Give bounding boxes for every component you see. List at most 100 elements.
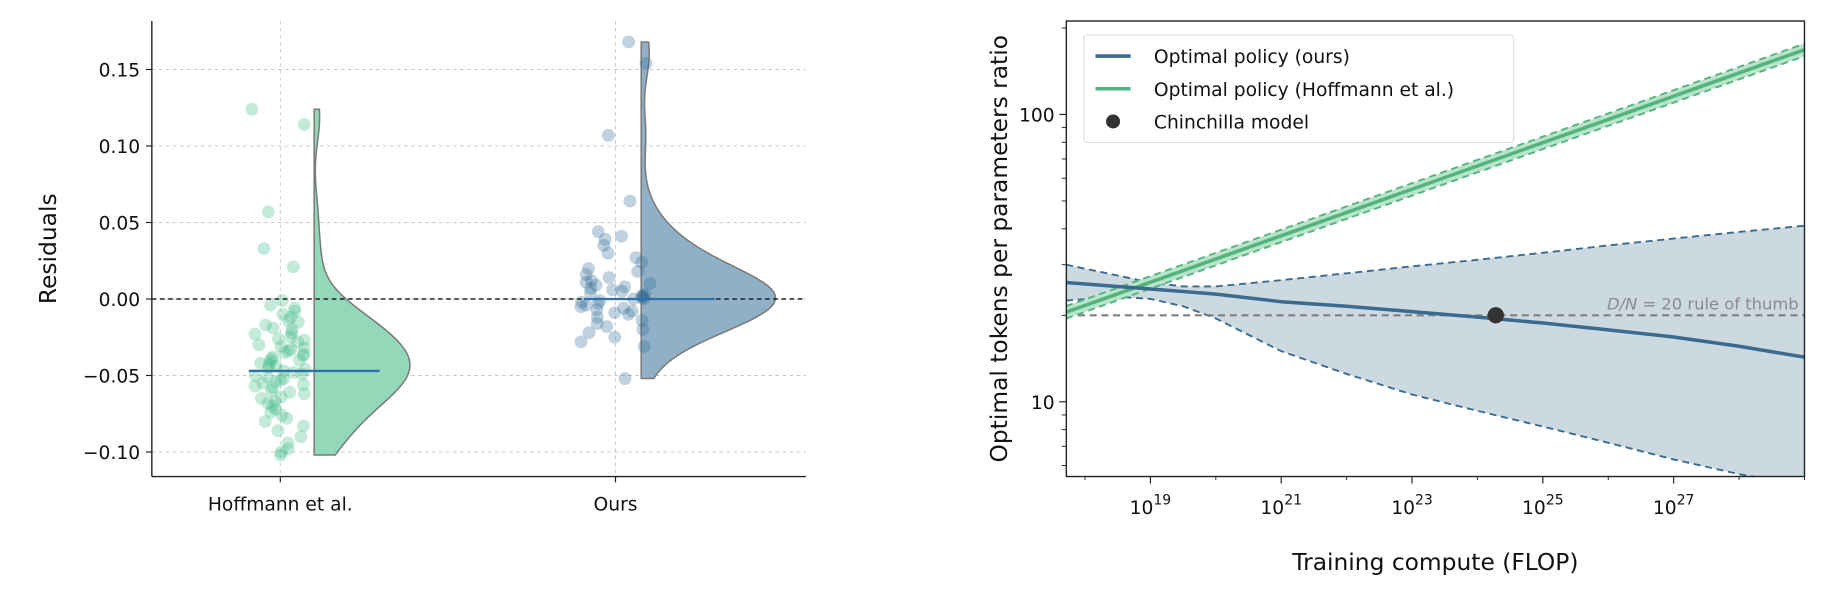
residual-point bbox=[297, 333, 311, 347]
residual-point bbox=[635, 291, 649, 304]
residual-point bbox=[598, 232, 612, 246]
residual-point bbox=[277, 372, 291, 385]
left-y-axis-label: Residuals bbox=[34, 193, 62, 304]
residual-point bbox=[574, 335, 588, 349]
y-tick-label: 0.10 bbox=[99, 137, 141, 158]
residual-point bbox=[601, 246, 615, 260]
hoffmann-policy-line bbox=[1066, 48, 1805, 314]
residual-point bbox=[298, 362, 312, 376]
x-tick-label: Hoffmann et al. bbox=[208, 494, 353, 515]
residual-point bbox=[295, 367, 309, 381]
residual-point bbox=[297, 387, 311, 401]
residual-point bbox=[271, 424, 285, 437]
right-y-axis-label: Optimal tokens per parameters ratio bbox=[985, 35, 1013, 462]
residual-point bbox=[636, 323, 650, 337]
residual-point bbox=[275, 294, 289, 307]
residual-point bbox=[591, 225, 605, 239]
residual-point bbox=[283, 385, 297, 399]
hoffmann-ci-lower-line bbox=[1066, 55, 1805, 320]
x-tick-label: 1021 bbox=[1260, 493, 1302, 519]
residual-point bbox=[579, 268, 593, 281]
residual-point bbox=[590, 317, 604, 330]
residual-point bbox=[266, 381, 280, 395]
residual-point bbox=[618, 280, 632, 294]
residual-point bbox=[278, 346, 292, 359]
residual-point bbox=[262, 358, 276, 372]
residual-point bbox=[264, 355, 278, 369]
residual-point bbox=[591, 297, 605, 311]
residual-point bbox=[286, 366, 300, 379]
residual-point bbox=[635, 255, 649, 269]
legend-chinchilla-label: Chinchilla model bbox=[1154, 112, 1309, 133]
residual-point bbox=[297, 378, 310, 392]
residual-point bbox=[274, 448, 288, 462]
y-tick-label: −0.05 bbox=[83, 367, 140, 388]
residual-point bbox=[615, 284, 629, 298]
ours-ci-upper-line bbox=[1066, 224, 1805, 288]
residual-point bbox=[281, 313, 295, 327]
residual-point bbox=[582, 261, 595, 275]
residual-point bbox=[259, 318, 273, 332]
residual-point bbox=[264, 405, 278, 419]
residuals-violin-chart: −0.10 −0.05 0.00 0.05 0.10 0.15 Hoffmann et a… bbox=[34, 21, 806, 515]
residual-point bbox=[629, 251, 643, 265]
x-tick-label: 1019 bbox=[1130, 493, 1172, 519]
y-tick-label: 0.15 bbox=[99, 61, 141, 82]
left-grid bbox=[151, 21, 806, 477]
residual-point bbox=[266, 399, 280, 413]
residual-point bbox=[248, 327, 262, 341]
left-points bbox=[245, 35, 657, 462]
residual-point bbox=[574, 300, 588, 314]
residual-point bbox=[245, 102, 259, 116]
ours-policy-line bbox=[1066, 280, 1805, 359]
legend-chinchilla-marker bbox=[1106, 114, 1121, 129]
residual-point bbox=[602, 271, 616, 284]
residual-point bbox=[265, 384, 278, 398]
residual-point bbox=[294, 430, 308, 444]
residual-point bbox=[284, 310, 298, 324]
rule-of-thumb-annotation: D/N = 20 rule of thumb bbox=[1607, 294, 1799, 313]
residual-point bbox=[637, 339, 651, 353]
residual-point bbox=[631, 265, 645, 278]
residual-point bbox=[284, 343, 298, 356]
residual-point bbox=[608, 306, 622, 320]
residual-point bbox=[266, 321, 280, 335]
x-tick-label: 1025 bbox=[1522, 493, 1564, 519]
residual-point bbox=[261, 205, 275, 219]
residual-point bbox=[254, 356, 268, 370]
left-violins bbox=[313, 41, 777, 456]
x-tick-label: 1023 bbox=[1391, 493, 1433, 519]
residual-point bbox=[282, 344, 295, 358]
residual-point bbox=[606, 283, 619, 297]
right-frame bbox=[1065, 20, 1806, 478]
residual-point bbox=[589, 278, 603, 292]
y-tick-label: −0.10 bbox=[83, 443, 140, 464]
annotation-italic: D/N bbox=[1607, 294, 1637, 313]
residual-point bbox=[579, 275, 593, 289]
residual-point bbox=[254, 392, 268, 405]
violin-1 bbox=[640, 41, 777, 380]
residual-point bbox=[643, 277, 657, 291]
residual-point bbox=[618, 372, 632, 385]
residual-point bbox=[288, 301, 302, 315]
residual-point bbox=[638, 287, 652, 301]
residual-point bbox=[275, 408, 289, 422]
residual-point bbox=[600, 320, 614, 333]
residual-point bbox=[288, 304, 302, 318]
left-x-ticks: Hoffmann et al. Ours bbox=[208, 476, 637, 515]
residual-point bbox=[622, 35, 636, 49]
right-y-ticks: 10 100 bbox=[1019, 27, 1067, 466]
residual-point bbox=[252, 338, 266, 352]
legend: Optimal policy (ours) Optimal policy (Ho… bbox=[1083, 34, 1515, 144]
residual-point bbox=[281, 442, 295, 456]
legend-ours-label: Optimal policy (ours) bbox=[1154, 47, 1350, 68]
residual-point bbox=[583, 286, 597, 300]
ours-ci-lower-line bbox=[1066, 295, 1758, 477]
residual-point bbox=[257, 242, 271, 255]
residual-point bbox=[608, 330, 622, 344]
residual-point bbox=[615, 229, 628, 243]
y-tick-label: 100 bbox=[1019, 105, 1055, 126]
right-x-axis-label: Training compute (FLOP) bbox=[1291, 548, 1578, 576]
optimal-ratio-line-chart: D/N = 20 rule of thumb 10 100 1019 1021 102… bbox=[985, 20, 1806, 576]
